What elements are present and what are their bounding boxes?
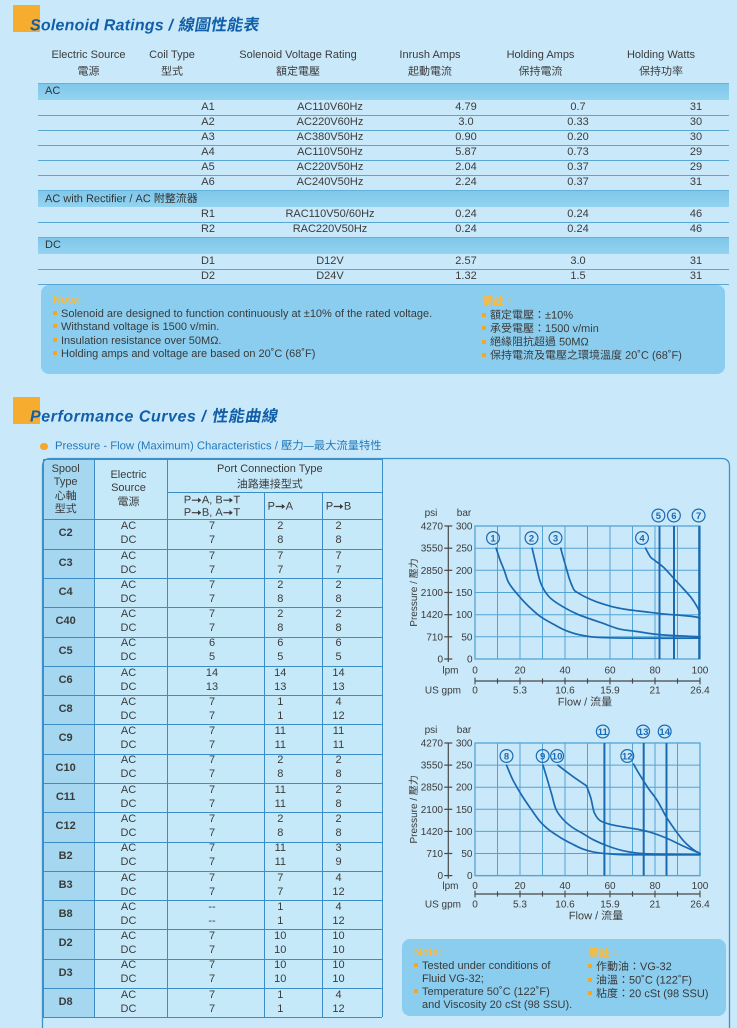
svg-text:lpm: lpm xyxy=(442,881,458,892)
svg-text:4270: 4270 xyxy=(421,739,444,750)
svg-text:10.6: 10.6 xyxy=(555,686,575,697)
svg-text:US gpm: US gpm xyxy=(425,900,461,911)
svg-text:710: 710 xyxy=(426,632,443,643)
svg-text:10: 10 xyxy=(552,751,563,762)
svg-text:60: 60 xyxy=(604,881,616,892)
svg-text:13: 13 xyxy=(638,727,649,738)
svg-text:5.3: 5.3 xyxy=(513,900,527,911)
svg-text:2: 2 xyxy=(529,533,534,544)
svg-text:4270: 4270 xyxy=(421,522,444,533)
svg-text:100: 100 xyxy=(692,666,709,677)
svg-text:150: 150 xyxy=(456,588,473,599)
svg-text:psi: psi xyxy=(425,508,438,519)
svg-text:150: 150 xyxy=(456,805,473,816)
svg-text:5: 5 xyxy=(656,511,662,522)
svg-text:21: 21 xyxy=(649,686,661,697)
svg-text:40: 40 xyxy=(559,666,571,677)
svg-text:bar: bar xyxy=(457,725,472,736)
svg-text:US gpm: US gpm xyxy=(425,686,461,697)
svg-text:1420: 1420 xyxy=(421,610,444,621)
svg-text:50: 50 xyxy=(461,849,473,860)
svg-text:1: 1 xyxy=(490,533,496,544)
svg-text:12: 12 xyxy=(622,751,633,762)
svg-text:200: 200 xyxy=(456,566,473,577)
svg-text:5.3: 5.3 xyxy=(513,686,527,697)
svg-text:3: 3 xyxy=(553,533,558,544)
svg-text:4: 4 xyxy=(639,533,645,544)
svg-text:bar: bar xyxy=(457,508,472,519)
svg-text:0: 0 xyxy=(472,881,478,892)
svg-text:0: 0 xyxy=(437,871,443,882)
svg-text:10.6: 10.6 xyxy=(555,900,575,911)
svg-text:2850: 2850 xyxy=(421,783,444,794)
svg-text:100: 100 xyxy=(692,881,709,892)
svg-text:300: 300 xyxy=(456,739,473,750)
svg-text:710: 710 xyxy=(426,849,443,860)
svg-text:3550: 3550 xyxy=(421,761,444,772)
svg-text:50: 50 xyxy=(461,632,473,643)
svg-text:psi: psi xyxy=(425,725,438,736)
svg-text:15.9: 15.9 xyxy=(600,686,620,697)
svg-text:8: 8 xyxy=(504,751,509,762)
svg-text:6: 6 xyxy=(671,511,676,522)
svg-text:1420: 1420 xyxy=(421,827,444,838)
svg-text:200: 200 xyxy=(456,783,473,794)
svg-text:3550: 3550 xyxy=(421,544,444,555)
svg-text:80: 80 xyxy=(649,666,661,677)
svg-text:20: 20 xyxy=(514,881,526,892)
svg-text:26.4: 26.4 xyxy=(690,686,710,697)
svg-text:0: 0 xyxy=(467,655,473,666)
svg-text:100: 100 xyxy=(456,827,473,838)
svg-text:2100: 2100 xyxy=(421,588,444,599)
svg-text:lpm: lpm xyxy=(442,666,458,677)
svg-text:100: 100 xyxy=(456,610,473,621)
svg-text:60: 60 xyxy=(604,666,616,677)
svg-text:0: 0 xyxy=(472,686,478,697)
svg-text:15.9: 15.9 xyxy=(600,900,620,911)
svg-text:0: 0 xyxy=(472,666,478,677)
svg-text:20: 20 xyxy=(514,666,526,677)
svg-text:0: 0 xyxy=(472,900,478,911)
svg-text:80: 80 xyxy=(649,881,661,892)
svg-text:40: 40 xyxy=(559,881,571,892)
svg-text:250: 250 xyxy=(456,761,473,772)
svg-text:26.4: 26.4 xyxy=(690,900,710,911)
svg-text:11: 11 xyxy=(598,727,609,738)
svg-text:2850: 2850 xyxy=(421,566,444,577)
svg-text:9: 9 xyxy=(540,751,545,762)
svg-text:7: 7 xyxy=(696,511,701,522)
svg-text:21: 21 xyxy=(649,900,661,911)
svg-text:14: 14 xyxy=(659,727,670,738)
svg-text:0: 0 xyxy=(467,871,473,882)
svg-text:2100: 2100 xyxy=(421,805,444,816)
svg-text:250: 250 xyxy=(456,544,473,555)
svg-text:300: 300 xyxy=(456,522,473,533)
svg-text:0: 0 xyxy=(437,655,443,666)
